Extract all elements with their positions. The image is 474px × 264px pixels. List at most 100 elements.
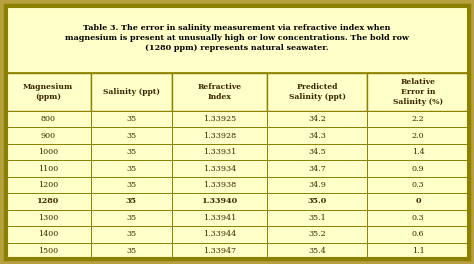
- Text: 35.1: 35.1: [308, 214, 326, 222]
- Bar: [172, 210, 267, 226]
- Bar: [5, 160, 91, 177]
- Text: 35: 35: [127, 181, 137, 189]
- Text: 34.2: 34.2: [308, 115, 326, 123]
- Text: Predicted
Salinity (ppt): Predicted Salinity (ppt): [289, 83, 346, 101]
- Bar: [5, 128, 91, 144]
- Text: 34.9: 34.9: [308, 181, 326, 189]
- Text: 2.0: 2.0: [411, 132, 424, 140]
- Text: 34.3: 34.3: [308, 132, 326, 140]
- Bar: [91, 128, 172, 144]
- Bar: [91, 193, 172, 210]
- Text: 1.33940: 1.33940: [201, 197, 237, 205]
- Bar: [267, 243, 367, 259]
- Bar: [5, 177, 91, 193]
- Text: Salinity (ppt): Salinity (ppt): [103, 88, 160, 96]
- Text: 35.0: 35.0: [308, 197, 327, 205]
- Bar: [172, 144, 267, 160]
- Text: Relative
Error in
Salinity (%): Relative Error in Salinity (%): [393, 78, 443, 106]
- Text: 1.33934: 1.33934: [203, 164, 236, 173]
- Bar: [267, 160, 367, 177]
- Text: 900: 900: [40, 132, 55, 140]
- Text: 35: 35: [127, 132, 137, 140]
- Bar: [5, 5, 469, 73]
- Bar: [367, 210, 469, 226]
- Bar: [172, 111, 267, 128]
- Text: 1200: 1200: [38, 181, 58, 189]
- Bar: [91, 177, 172, 193]
- Text: 35: 35: [127, 214, 137, 222]
- Bar: [5, 111, 91, 128]
- Bar: [91, 73, 172, 111]
- Bar: [91, 160, 172, 177]
- Text: 0.9: 0.9: [411, 164, 424, 173]
- Text: 35.2: 35.2: [308, 230, 326, 238]
- Bar: [5, 243, 91, 259]
- Text: 1000: 1000: [38, 148, 58, 156]
- Bar: [91, 243, 172, 259]
- Bar: [367, 160, 469, 177]
- Bar: [267, 144, 367, 160]
- Text: 1300: 1300: [38, 214, 58, 222]
- Text: 1.4: 1.4: [411, 148, 424, 156]
- Bar: [172, 73, 267, 111]
- Bar: [267, 210, 367, 226]
- Text: 1.1: 1.1: [411, 247, 424, 255]
- Text: 34.5: 34.5: [308, 148, 326, 156]
- Bar: [267, 226, 367, 243]
- Text: 35: 35: [127, 247, 137, 255]
- Bar: [172, 193, 267, 210]
- Text: 800: 800: [40, 115, 55, 123]
- Text: 1.33944: 1.33944: [203, 230, 236, 238]
- Text: 1.33931: 1.33931: [203, 148, 236, 156]
- Bar: [5, 144, 91, 160]
- Text: 35: 35: [127, 164, 137, 173]
- Text: 0.3: 0.3: [411, 214, 424, 222]
- Bar: [172, 226, 267, 243]
- Text: 35: 35: [127, 115, 137, 123]
- Bar: [172, 177, 267, 193]
- Bar: [267, 177, 367, 193]
- Text: 1.33925: 1.33925: [203, 115, 236, 123]
- Bar: [367, 144, 469, 160]
- Bar: [367, 73, 469, 111]
- Text: 1400: 1400: [38, 230, 58, 238]
- Bar: [172, 128, 267, 144]
- Bar: [367, 111, 469, 128]
- Text: 1500: 1500: [38, 247, 58, 255]
- Bar: [267, 73, 367, 111]
- Text: 0: 0: [415, 197, 421, 205]
- Bar: [5, 226, 91, 243]
- Bar: [172, 160, 267, 177]
- Text: 2.2: 2.2: [411, 115, 424, 123]
- Bar: [367, 193, 469, 210]
- Bar: [267, 193, 367, 210]
- Text: Refractive
Index: Refractive Index: [198, 83, 242, 101]
- Text: 1280: 1280: [37, 197, 59, 205]
- Bar: [5, 210, 91, 226]
- Bar: [267, 128, 367, 144]
- Bar: [5, 73, 91, 111]
- Text: 34.7: 34.7: [308, 164, 326, 173]
- Text: 0.3: 0.3: [411, 181, 424, 189]
- Bar: [172, 243, 267, 259]
- Text: 35.4: 35.4: [308, 247, 326, 255]
- Text: Table 3. The error in salinity measurement via refractive index when
magnesium i: Table 3. The error in salinity measureme…: [65, 23, 409, 52]
- Text: 1.33938: 1.33938: [203, 181, 236, 189]
- Text: 1100: 1100: [38, 164, 58, 173]
- Text: Magnesium
(ppm): Magnesium (ppm): [23, 83, 73, 101]
- Text: 35: 35: [127, 230, 137, 238]
- Text: 1.33947: 1.33947: [203, 247, 236, 255]
- Bar: [91, 210, 172, 226]
- Bar: [367, 243, 469, 259]
- Bar: [367, 177, 469, 193]
- Bar: [367, 226, 469, 243]
- Bar: [267, 111, 367, 128]
- Bar: [91, 226, 172, 243]
- Bar: [5, 193, 91, 210]
- Text: 35: 35: [126, 197, 137, 205]
- Bar: [91, 144, 172, 160]
- Text: 0.6: 0.6: [411, 230, 424, 238]
- Bar: [367, 128, 469, 144]
- Text: 1.33941: 1.33941: [203, 214, 236, 222]
- Text: 35: 35: [127, 148, 137, 156]
